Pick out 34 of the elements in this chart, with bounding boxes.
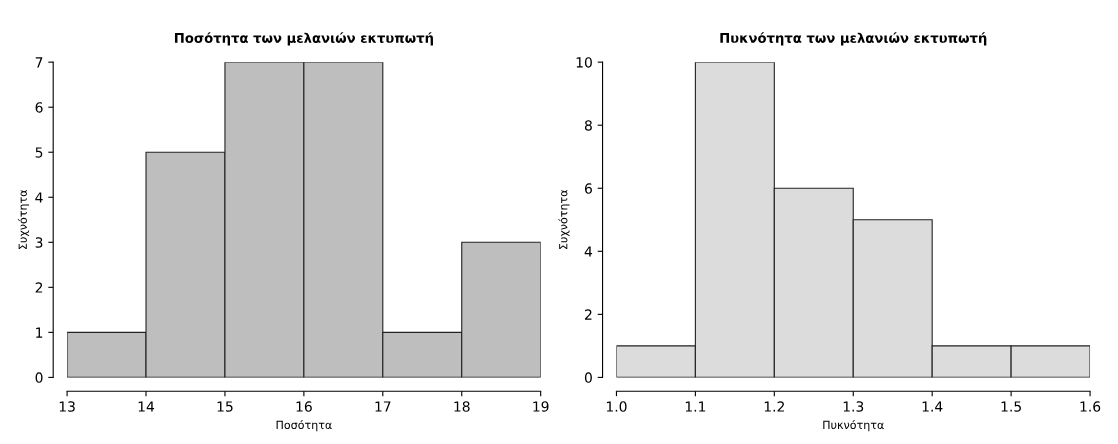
x-tick-label: 1.1 [685, 401, 706, 412]
x-tick-label: 1.2 [764, 401, 784, 412]
x-tick-label: 19 [533, 401, 549, 412]
x-tick-label: 1.3 [843, 401, 864, 412]
x-tick-label: 16 [296, 401, 312, 412]
x-tick-label: 17 [375, 401, 391, 412]
y-axis-title: Συχνότητα [17, 190, 30, 249]
y-tick-label: 7 [35, 57, 43, 68]
x-tick-label: 1.0 [606, 401, 627, 412]
y-axis-title: Συχνότητα [558, 190, 570, 249]
x-tick-label: 13 [59, 401, 75, 412]
y-tick-label: 5 [35, 147, 43, 158]
chart-title: Πυκνότητα των μελανιών εκτυπωτή [720, 32, 987, 46]
x-tick-label: 1.6 [1080, 401, 1101, 412]
x-tick-label: 14 [138, 401, 155, 412]
y-tick-label: 2 [35, 282, 43, 293]
chart-title: Ποσότητα των μελανιών εκτυπωτή [174, 32, 433, 46]
y-tick-label: 8 [584, 120, 592, 131]
x-axis-title: Πυκνότητα [823, 420, 884, 432]
y-tick-label: 10 [576, 57, 592, 68]
y-tick-label: 1 [36, 327, 43, 338]
y-tick-label: 4 [584, 246, 593, 257]
y-tick-label: 0 [35, 372, 43, 383]
y-tick-label: 3 [35, 237, 43, 248]
y-tick-label: 6 [35, 102, 43, 113]
y-tick-label: 2 [585, 309, 592, 320]
x-tick-label: 1.4 [922, 401, 943, 412]
y-tick-label: 0 [584, 372, 592, 383]
y-tick-label: 6 [584, 183, 592, 194]
x-tick-label: 15 [217, 401, 233, 412]
x-tick-label: 18 [454, 401, 470, 412]
x-tick-label: 1.5 [1001, 401, 1021, 412]
x-axis-title: Ποσότητα [276, 420, 332, 432]
y-tick-label: 4 [35, 192, 43, 203]
